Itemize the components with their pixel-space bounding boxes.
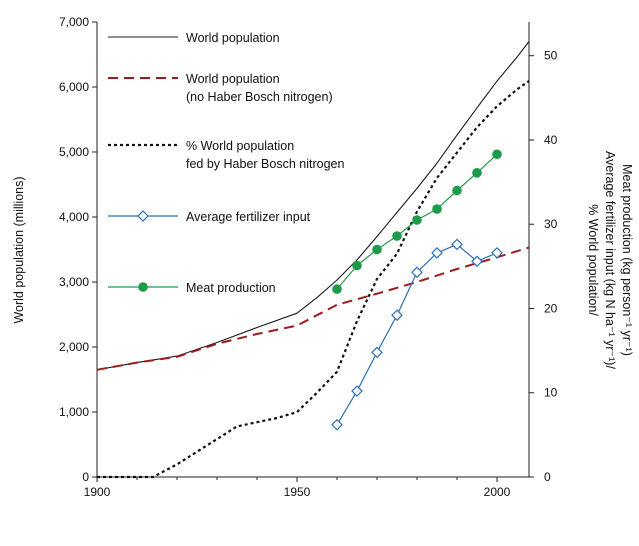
meat-point [392,231,402,241]
legend-marker-4 [138,282,148,292]
legend-label: (no Haber Bosch nitrogen) [186,90,333,104]
y-left-tick-label: 0 [82,470,89,484]
y-right-axis-title-line: % World population/ [586,204,600,316]
series-group [96,41,530,479]
y-left-tick-label: 6,000 [59,80,89,94]
meat-point [472,168,482,178]
series-line-1 [96,246,530,371]
fertilizer-point [391,309,403,322]
x-tick-label: 1900 [84,485,111,499]
y-right-tick-label: 20 [544,301,558,315]
y-left-tick-label: 1,000 [59,405,89,419]
legend-label: Meat production [186,281,276,295]
y-left-tick-label: 3,000 [59,275,89,289]
legend-label: fed by Haber Bosch nitrogen [186,157,344,171]
fertilizer-point [331,418,343,431]
y-right-tick-label: 0 [544,470,551,484]
y-left-axis-title: World population (millions) [12,176,26,323]
meat-point [452,185,462,196]
y-right-tick-label: 40 [544,133,558,147]
legend-group: World population World population (no Habe… [108,31,344,295]
fertilizer-point [471,255,483,268]
series-line-2 [97,80,530,479]
meat-point [432,204,442,214]
y-right-axis-title-line: Meat production (kg person⁻¹ yr⁻¹) [620,164,634,356]
fertilizer-point [411,266,423,279]
y-right-tick-label: 10 [544,386,558,400]
y-right-axis-title-line: Average fertilizer input (kg N ha⁻¹ yr⁻¹… [603,151,617,369]
fertilizer-point [371,346,383,359]
legend-label: % World population [186,139,294,153]
fertilizer-point [431,247,443,259]
axes-group: 0 1,000 2,000 3,000 4,000 5,000 6,000 7,000 0 10 2… [59,15,558,499]
meat-point [412,215,422,225]
axis-titles-group: World population (millions) % World popul… [12,151,634,369]
legend-label: World population [186,72,280,86]
legend-marker-3 [137,210,149,222]
y-left-tick-label: 5,000 [59,145,89,159]
legend-label: Average fertilizer input [186,210,311,224]
fertilizer-point [351,385,363,397]
meat-point [332,284,342,294]
x-tick-label: 2000 [484,485,511,499]
fertilizer-point [451,238,463,251]
legend-label: World population [186,31,280,45]
x-tick-label: 1950 [284,485,311,499]
meat-point [372,244,382,255]
meat-point [492,149,502,160]
y-left-tick-label: 7,000 [59,15,89,29]
y-right-tick-label: 30 [544,217,558,231]
fertilizer-point [491,247,503,259]
y-left-tick-label: 2,000 [59,340,89,354]
y-left-tick-label: 4,000 [59,210,89,224]
y-right-tick-label: 50 [544,49,558,63]
meat-point [352,260,362,271]
series-line-0 [96,41,530,371]
